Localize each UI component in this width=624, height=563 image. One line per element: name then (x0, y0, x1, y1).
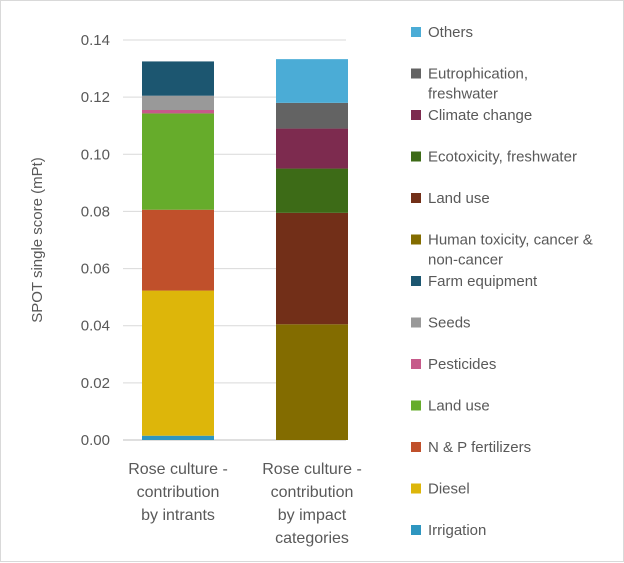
bars (142, 59, 348, 440)
legend-swatch (411, 442, 421, 452)
bar-segment (276, 168, 348, 213)
legend-swatch (411, 483, 421, 494)
y-tick-labels: 0.00 0.02 0.04 0.06 0.08 0.10 0.12 0.14 (81, 32, 110, 449)
bar-segment (142, 61, 214, 96)
category-label: by intrants (141, 507, 215, 524)
bar-segment (276, 212, 348, 325)
y-tick-label: 0.00 (81, 432, 110, 449)
bar-segment (142, 113, 214, 210)
legend-label: non-cancer (428, 252, 503, 269)
y-tick-label: 0.08 (81, 203, 110, 220)
bar-segment (142, 209, 214, 291)
legend-label: Ecotoxicity, freshwater (428, 149, 577, 166)
legend-swatch (411, 317, 421, 328)
legend-label: Irrigation (428, 522, 486, 539)
legend-label: Land use (428, 190, 490, 207)
bar-segment (142, 290, 214, 436)
legend-swatch (411, 400, 421, 411)
legend-swatch (411, 68, 421, 79)
legend-label: Pesticides (428, 356, 496, 373)
legend-swatch (411, 110, 421, 120)
category-label: Rose culture - (128, 461, 228, 478)
y-tick-label: 0.10 (81, 146, 110, 163)
bar-segment (276, 59, 348, 103)
legend-label: Seeds (428, 315, 471, 332)
category-label: contribution (137, 484, 220, 501)
category-label: contribution (271, 484, 354, 501)
legend-label: Climate change (428, 107, 532, 124)
bar-segment (142, 95, 214, 110)
legend-label: Others (428, 24, 473, 41)
y-tick-label: 0.02 (81, 375, 110, 392)
y-tick-label: 0.06 (81, 261, 110, 278)
legend-swatch (411, 525, 421, 535)
legend-swatch (411, 151, 421, 162)
category-label: categories (275, 530, 349, 547)
legend-label: Diesel (428, 481, 470, 498)
y-tick-label: 0.12 (81, 89, 110, 106)
legend-swatch (411, 27, 421, 37)
legend-label: Farm equipment (428, 273, 538, 290)
legend: Others Eutrophication, freshwater Climate c… (411, 24, 593, 539)
y-tick-label: 0.14 (81, 32, 110, 49)
bar-segment (276, 102, 348, 129)
bar-segment (276, 128, 348, 169)
legend-swatch (411, 276, 421, 286)
bar-segment (142, 110, 214, 114)
y-tick-label: 0.04 (81, 318, 110, 335)
legend-swatch (411, 193, 421, 203)
bar-segment (276, 324, 348, 440)
category-label: Rose culture - (262, 461, 362, 478)
legend-swatch (411, 234, 421, 245)
legend-label: Human toxicity, cancer & (428, 232, 593, 249)
legend-label: Land use (428, 398, 490, 415)
legend-label: Eutrophication, (428, 66, 528, 83)
category-label: by impact (278, 507, 347, 524)
bar-segment (142, 435, 214, 440)
legend-swatch (411, 359, 421, 369)
category-labels: Rose culture - contribution by intrants Ros… (128, 461, 362, 547)
y-axis-title: SPOT single score (mPt) (29, 157, 46, 323)
legend-label: freshwater (428, 86, 498, 103)
legend-label: N & P fertilizers (428, 439, 531, 456)
